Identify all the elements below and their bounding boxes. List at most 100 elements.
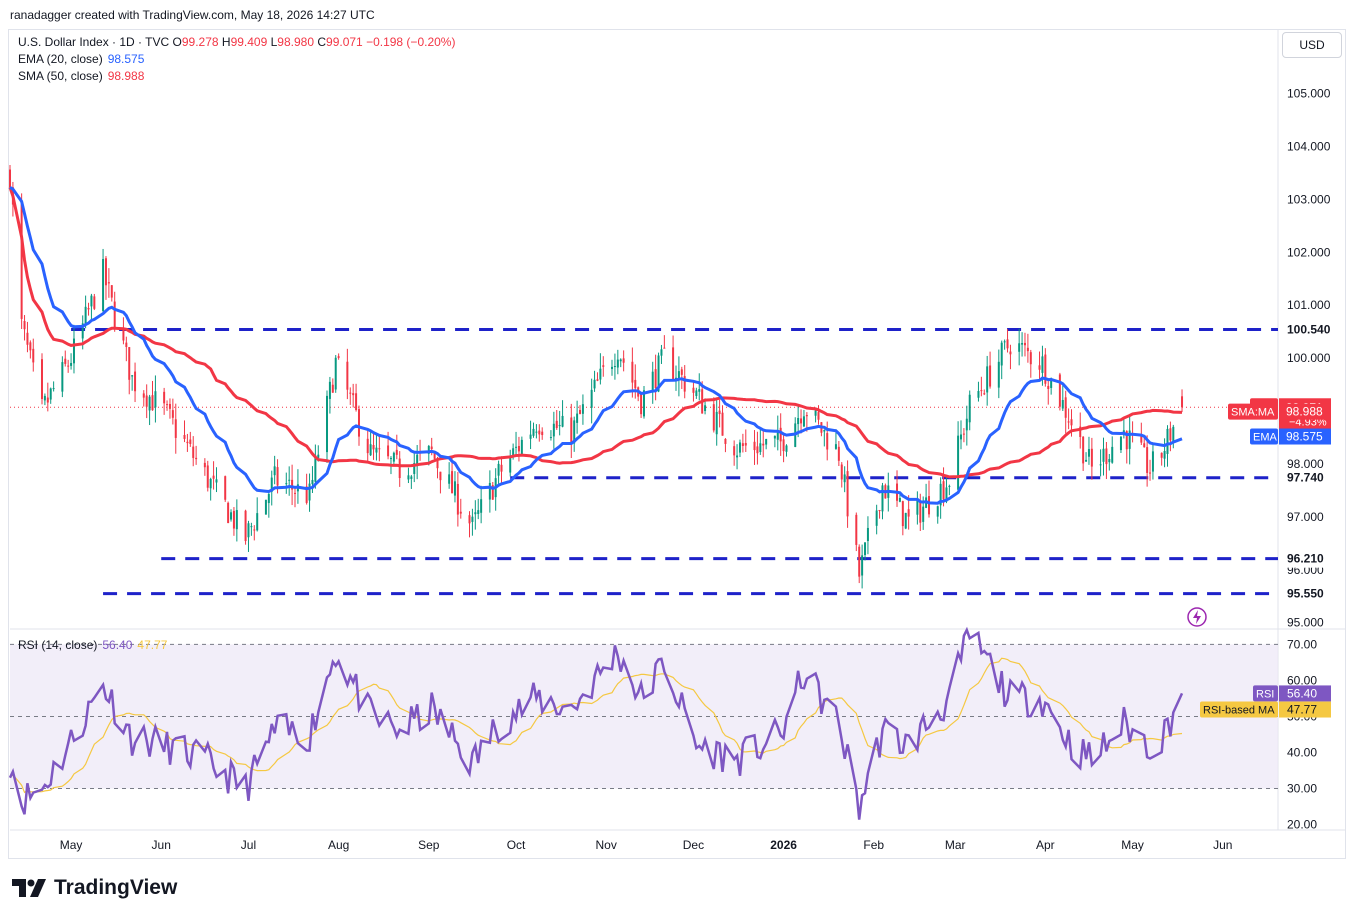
candle-body — [26, 332, 29, 345]
candle-body — [1058, 374, 1061, 407]
candle-body — [480, 499, 483, 513]
candle-body — [552, 423, 555, 437]
candle-body — [579, 409, 582, 414]
candle-body — [1041, 356, 1044, 373]
sma-line — [8, 186, 1183, 479]
legend-symbol-row[interactable]: U.S. Dollar Index · 1D · TVC O99.278 H99… — [18, 35, 455, 49]
legend-sma-row[interactable]: SMA (50, close) 98.988 — [18, 69, 144, 83]
candle-body — [843, 474, 846, 483]
price-axis-tick: 101.000 — [1287, 298, 1331, 312]
candle-body — [232, 510, 235, 529]
rsi-tag-label: RSI — [1256, 688, 1274, 700]
candle-body — [965, 418, 968, 431]
candle-body — [439, 471, 442, 481]
candle-body — [826, 433, 829, 450]
candle-body — [305, 486, 308, 503]
candle-body — [500, 464, 503, 472]
time-axis-tick: May — [1121, 838, 1144, 852]
candle-body — [680, 369, 683, 375]
sma-value: 98.988 — [107, 69, 145, 83]
candle-body — [256, 513, 259, 531]
candle-body — [738, 442, 741, 453]
candle-body — [186, 441, 189, 444]
candle-body — [244, 510, 247, 542]
candle-body — [712, 404, 715, 431]
candle-body — [640, 393, 643, 415]
candle-body — [357, 409, 360, 437]
candle-body — [721, 412, 724, 436]
candle-body — [901, 501, 904, 527]
time-axis-tick: Sep — [418, 838, 440, 852]
candle-body — [1082, 436, 1085, 464]
candle-body — [1038, 365, 1041, 370]
candle-body — [430, 446, 433, 450]
candle-body — [724, 438, 727, 444]
candle-body — [314, 455, 317, 482]
candle-body — [264, 499, 267, 515]
candle-body — [837, 446, 840, 461]
candle-body — [413, 462, 416, 474]
ema-line — [9, 186, 1183, 505]
candle-body — [285, 483, 288, 485]
candle-body — [907, 509, 910, 517]
candle-body — [576, 413, 579, 423]
candle-body — [898, 497, 901, 502]
candle-body — [555, 420, 558, 429]
candle-body — [683, 376, 686, 392]
candle-body — [802, 416, 805, 427]
candle-body — [634, 379, 637, 389]
candle-body — [224, 476, 227, 500]
currency-button[interactable]: USD — [1282, 32, 1342, 58]
candle-body — [622, 358, 625, 363]
candle-body — [1151, 451, 1154, 472]
time-axis-tick: Dec — [683, 838, 704, 852]
candle-body — [535, 431, 538, 433]
candle-body — [817, 412, 820, 420]
candle-body — [93, 296, 96, 309]
level-label: 97.740 — [1287, 471, 1324, 485]
candle-body — [1166, 428, 1169, 454]
sma-tag-label: SMA:MA — [1231, 407, 1275, 419]
candle-body — [270, 477, 273, 492]
sma-price-value: 98.988 — [1286, 405, 1323, 419]
rsi-axis-tick: 60.00 — [1287, 673, 1317, 687]
candle-body — [765, 438, 768, 445]
candle-body — [957, 435, 960, 490]
candle-body — [230, 512, 233, 520]
candle-body — [1009, 351, 1012, 355]
candle-body — [549, 437, 552, 439]
candle-body — [881, 485, 884, 512]
candle-body — [962, 433, 965, 435]
candle-body — [294, 492, 297, 494]
legend-ema-row[interactable]: EMA (20, close) 98.575 — [18, 52, 144, 66]
lightning-icon[interactable] — [1186, 606, 1208, 628]
candle-body — [773, 435, 776, 439]
price-axis-tick: 97.000 — [1287, 510, 1324, 524]
candle-body — [29, 342, 32, 351]
price-axis-tick: 104.000 — [1287, 139, 1331, 153]
candle-body — [497, 463, 500, 476]
candle-body — [698, 389, 701, 392]
candle-body — [253, 529, 256, 531]
candle-body — [189, 439, 192, 444]
candle-body — [904, 512, 907, 529]
candle-body — [861, 555, 864, 576]
candle-body — [922, 506, 925, 522]
candle-body — [980, 390, 983, 392]
candle-body — [104, 258, 107, 286]
candle-body — [43, 395, 46, 401]
candle-body — [456, 483, 459, 515]
candle-body — [46, 397, 49, 403]
candle-body — [1026, 347, 1029, 352]
candle-body — [451, 471, 454, 494]
legend-rsi-row[interactable]: RSI (14, close) 56.40 47.77 — [18, 638, 167, 652]
candle-body — [1099, 464, 1102, 466]
candle-body — [40, 359, 43, 400]
rsi-ma-tag — [1200, 701, 1278, 718]
candle-body — [145, 395, 148, 407]
candle-body — [643, 390, 645, 417]
price-axis-tick: 102.000 — [1287, 245, 1331, 259]
level-label: 96.210 — [1287, 552, 1324, 566]
candle-body — [520, 439, 523, 455]
